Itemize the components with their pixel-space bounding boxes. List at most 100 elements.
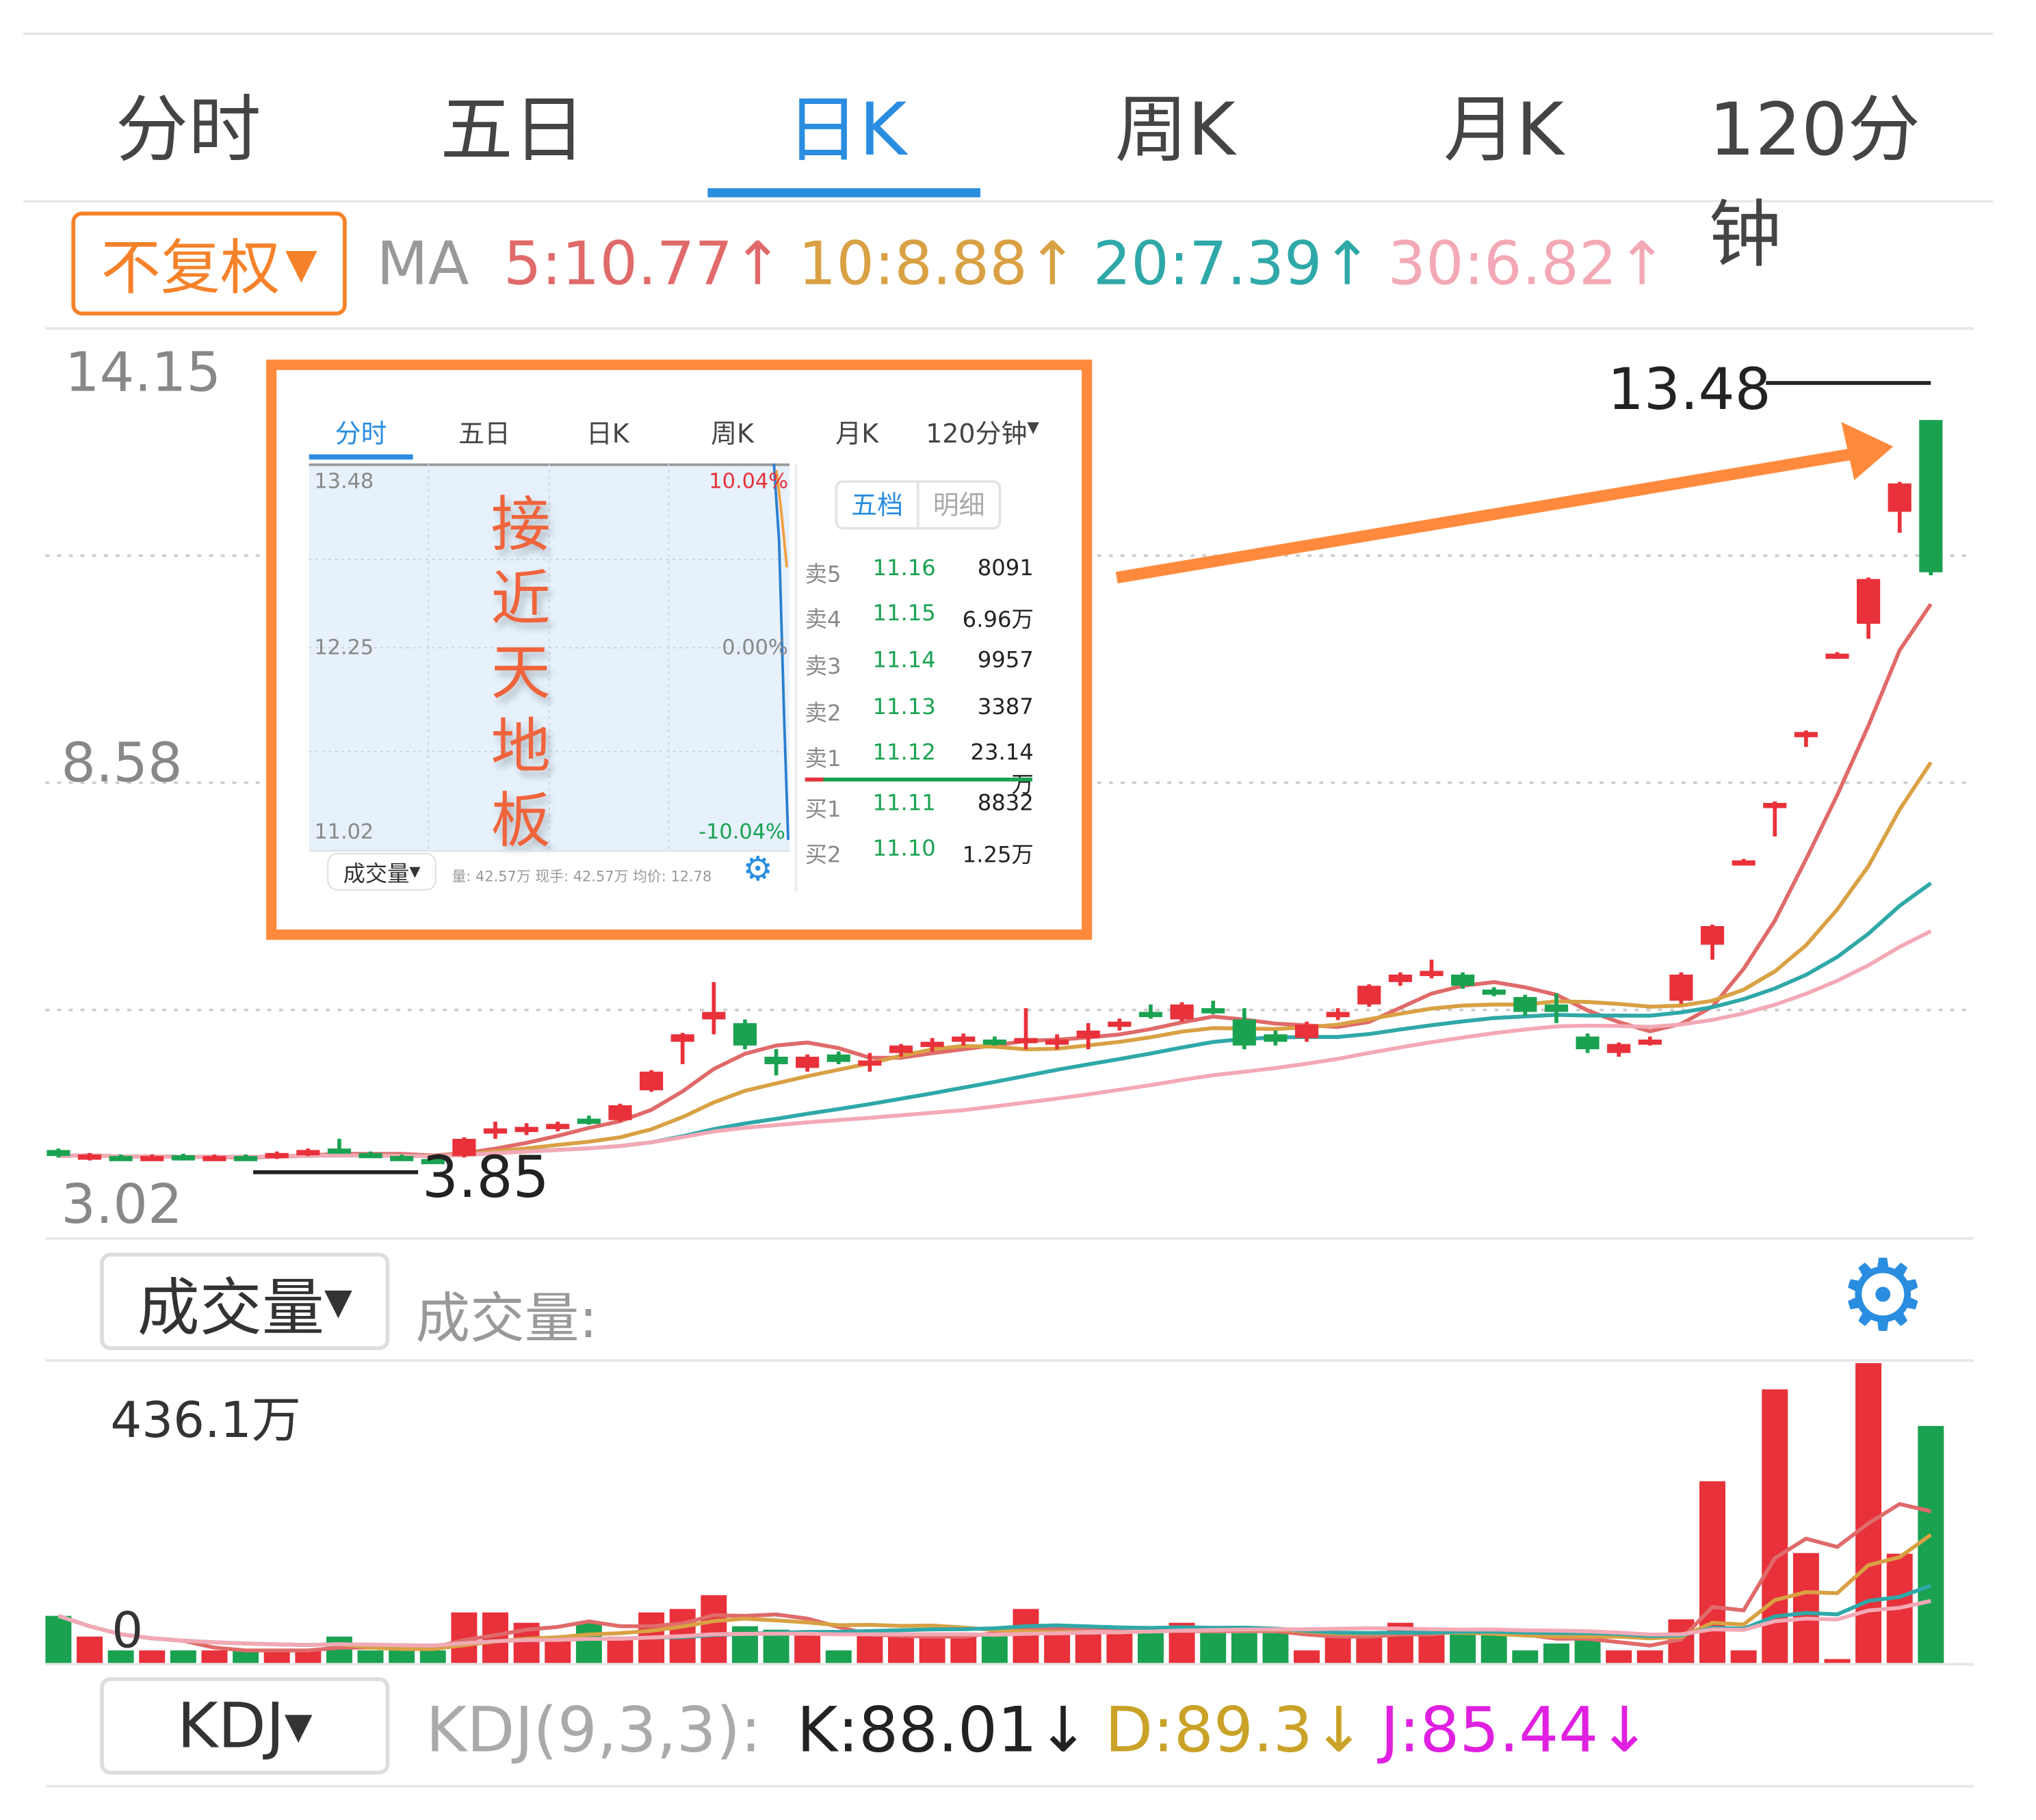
inset-volume-label: 成交量 — [343, 862, 410, 888]
gear-icon[interactable]: ⚙ — [1838, 1237, 1927, 1353]
chevron-down-icon: ▼ — [284, 1704, 313, 1748]
tab-0[interactable]: 分时 — [115, 88, 261, 173]
high-price-annotation: 13.48 — [1607, 356, 1771, 423]
volume-bar — [1137, 1633, 1164, 1665]
chevron-down-icon: ▼ — [1027, 418, 1039, 436]
overlay-char: 天 — [491, 637, 551, 708]
volume-bar — [326, 1636, 352, 1665]
candle-body — [1138, 1012, 1163, 1018]
inset-tab-5: 120分钟 — [926, 418, 1028, 449]
volume-bar — [1106, 1633, 1133, 1665]
candle-body — [358, 1152, 382, 1159]
inset-tab-underline — [309, 454, 413, 460]
candle-body — [764, 1057, 788, 1064]
volume-bar — [1606, 1650, 1632, 1665]
volume-bar — [825, 1650, 852, 1665]
volume-bar — [1013, 1609, 1039, 1665]
order-volume: 6.96万 — [962, 607, 1034, 634]
candle-body — [1732, 860, 1756, 866]
volume-bar — [1824, 1659, 1851, 1665]
candle-body — [889, 1045, 913, 1053]
arrow-icon: ↓ — [1312, 1693, 1366, 1767]
volume-bar — [794, 1633, 821, 1665]
volume-bar — [295, 1650, 322, 1665]
candle-body — [920, 1042, 944, 1047]
volume-axis-zero: 0 — [112, 1602, 144, 1659]
candle-body — [1232, 1019, 1256, 1046]
candle-body — [1794, 732, 1818, 737]
volume-bar — [888, 1633, 915, 1665]
inset-tab-3: 周K — [711, 418, 754, 449]
order-price: 11.14 — [872, 648, 936, 674]
legend-value: 30:6.82 — [1387, 228, 1617, 299]
gear-icon[interactable]: ⚙ — [742, 850, 773, 890]
adjust-dropdown[interactable]: 不复权 ▼ — [71, 211, 347, 316]
tab-1[interactable]: 五日 — [440, 88, 586, 173]
order-level: 卖4 — [805, 607, 841, 634]
candle-body — [77, 1154, 102, 1160]
order-row: 卖1 11.12 23.14万 — [805, 740, 1034, 798]
ma-legend: MA 5:10.77↑ 10:8.88↑ 20:7.39↑ 30:6.82↑ — [376, 228, 1667, 298]
candle-body — [1919, 420, 1943, 572]
tab-4[interactable]: 月K — [1443, 88, 1564, 173]
toggle-details[interactable]: 明细 — [932, 489, 985, 521]
volume-bar — [233, 1650, 259, 1665]
order-row: 买1 11.11 8832 — [805, 791, 1034, 823]
order-volume: 3387 — [977, 694, 1034, 721]
chevron-down-icon: ▼ — [409, 863, 421, 880]
candle-body — [452, 1139, 476, 1157]
inset-toggle[interactable]: 五档 明细 — [835, 480, 1002, 530]
tab-5[interactable]: 120分钟 — [1708, 88, 1920, 278]
volume-bar — [1418, 1633, 1445, 1665]
candle-body — [327, 1148, 352, 1154]
volume-bar — [1075, 1633, 1101, 1665]
candle-body — [952, 1036, 976, 1042]
candle-body — [203, 1156, 226, 1161]
kdj-legend: KDJ(9,3,3): K:88.01↓ D:89.3↓ J:85.44↓ — [426, 1694, 1651, 1767]
candle-body — [546, 1124, 570, 1129]
ma-label: MA — [376, 228, 469, 299]
legend-item: 30:6.82↑ — [1388, 228, 1667, 298]
candle-body — [702, 1012, 726, 1020]
candle-body — [296, 1150, 320, 1156]
order-price: 11.11 — [872, 790, 936, 817]
volume-bar — [1543, 1643, 1569, 1665]
order-level: 卖2 — [805, 700, 841, 727]
legend-item: 20:7.39↑ — [1093, 228, 1372, 298]
inset-pct-mid: 0.00% — [722, 635, 788, 660]
candle-body — [1076, 1030, 1100, 1038]
inset-tab-4: 月K — [835, 418, 879, 449]
candle-body — [109, 1156, 133, 1161]
volume-bar — [1200, 1633, 1227, 1665]
volume-bar — [1044, 1633, 1071, 1665]
volume-bar — [170, 1650, 196, 1665]
toggle-five-levels[interactable]: 五档 — [837, 483, 919, 527]
candle-body — [514, 1126, 538, 1133]
active-tab-underline — [707, 188, 980, 198]
volume-bar — [201, 1650, 228, 1665]
inset-divider — [309, 850, 789, 852]
kdj-indicator-dropdown[interactable]: KDJ ▼ — [100, 1677, 390, 1775]
volume-bar — [1730, 1650, 1757, 1665]
candle-body — [1014, 1038, 1038, 1044]
divider — [45, 1237, 1974, 1240]
candle-body — [1045, 1039, 1069, 1045]
volume-ma30-line — [57, 1598, 1931, 1648]
order-volume: 1.25万 — [962, 842, 1034, 869]
tab-3[interactable]: 周K — [1114, 88, 1236, 173]
divider — [45, 1359, 1974, 1362]
volume-indicator-dropdown[interactable]: 成交量 ▼ — [100, 1252, 390, 1350]
candle-body — [1294, 1025, 1319, 1038]
candle-body — [670, 1034, 694, 1042]
volume-bar — [1450, 1633, 1476, 1665]
candle-body — [1357, 986, 1381, 1005]
divider — [23, 32, 1994, 36]
tab-2[interactable]: 日K — [786, 88, 907, 173]
candle-body — [826, 1054, 850, 1062]
volume-axis-max: 436.1万 — [110, 1391, 301, 1449]
legend-value: 5:10.77 — [504, 228, 733, 299]
candle-body — [1763, 802, 1787, 808]
inset-volume-dropdown[interactable]: 成交量 ▼ — [327, 852, 436, 891]
